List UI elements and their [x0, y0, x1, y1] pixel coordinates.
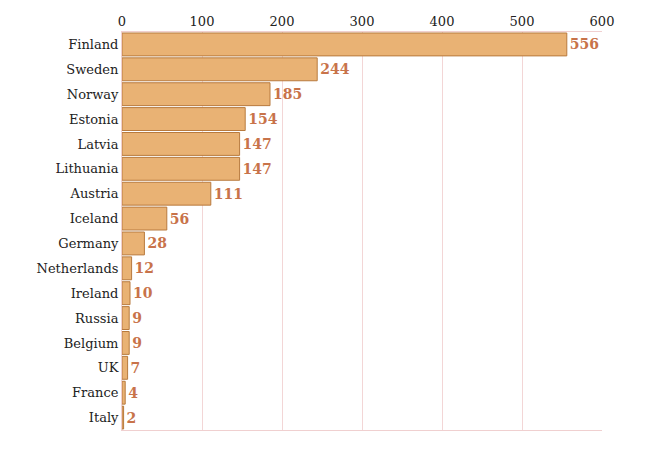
svg-text:400: 400: [430, 14, 455, 29]
svg-text:Netherlands: Netherlands: [37, 261, 119, 276]
svg-text:154: 154: [248, 111, 277, 127]
svg-text:Lithuania: Lithuania: [56, 161, 119, 176]
svg-text:Sweden: Sweden: [66, 62, 119, 77]
svg-text:10: 10: [133, 285, 153, 301]
svg-text:Italy: Italy: [89, 410, 119, 425]
svg-text:111: 111: [214, 186, 243, 202]
svg-text:200: 200: [270, 14, 295, 29]
svg-text:500: 500: [510, 14, 535, 29]
svg-text:Germany: Germany: [58, 236, 119, 251]
svg-text:100: 100: [190, 14, 215, 29]
svg-text:Iceland: Iceland: [70, 211, 119, 226]
svg-text:Latvia: Latvia: [78, 136, 119, 151]
svg-text:556: 556: [570, 36, 599, 52]
svg-text:Russia: Russia: [75, 311, 119, 326]
svg-text:28: 28: [147, 235, 166, 251]
svg-text:185: 185: [273, 86, 302, 102]
svg-text:Austria: Austria: [70, 186, 119, 201]
svg-text:244: 244: [320, 61, 349, 77]
svg-text:Finland: Finland: [68, 37, 118, 52]
svg-text:Estonia: Estonia: [69, 112, 119, 127]
svg-text:147: 147: [243, 136, 272, 152]
svg-text:56: 56: [170, 211, 189, 227]
svg-text:France: France: [72, 385, 119, 400]
svg-text:300: 300: [350, 14, 375, 29]
svg-text:UK: UK: [98, 360, 119, 375]
svg-text:600: 600: [590, 14, 615, 29]
svg-text:12: 12: [135, 260, 154, 276]
svg-text:Ireland: Ireland: [71, 286, 119, 301]
svg-text:Belgium: Belgium: [64, 335, 119, 350]
svg-text:9: 9: [132, 335, 142, 351]
svg-text:4: 4: [128, 385, 138, 401]
svg-text:0: 0: [118, 14, 126, 29]
svg-text:2: 2: [127, 410, 137, 426]
svg-text:7: 7: [131, 360, 141, 376]
svg-text:9: 9: [132, 310, 142, 326]
svg-text:Norway: Norway: [67, 87, 119, 102]
svg-text:147: 147: [243, 161, 272, 177]
